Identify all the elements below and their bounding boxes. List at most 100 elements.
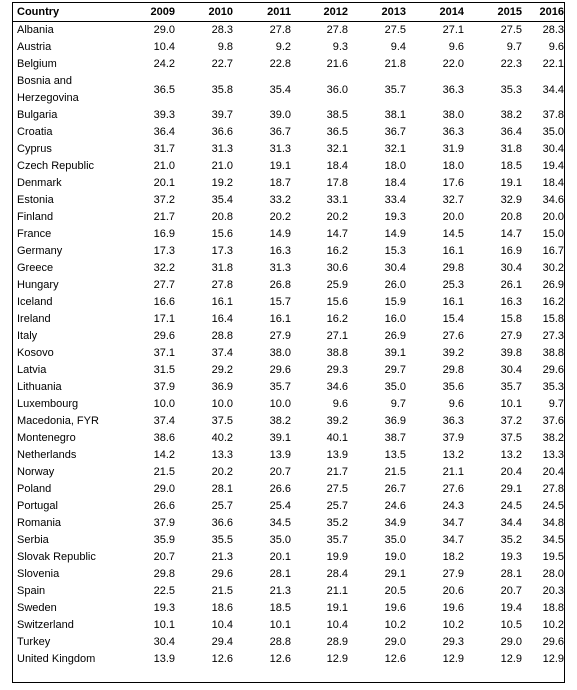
value-cell-2010: 21.5 xyxy=(211,585,233,597)
value-cell-2011: 29.6 xyxy=(269,364,291,376)
value-cell-2010: 21.0 xyxy=(211,160,233,172)
value-cell-2015: 10.5 xyxy=(500,619,522,631)
value-cell-2012: 14.7 xyxy=(326,228,348,240)
value-cell-2014: 34.7 xyxy=(442,534,464,546)
value-cell-2010: 40.2 xyxy=(211,432,233,444)
value-cell-2009: 22.5 xyxy=(153,585,175,597)
value-cell-2011: 13.9 xyxy=(269,449,291,461)
value-cell-2013: 29.7 xyxy=(384,364,406,376)
value-cell-2013: 18.0 xyxy=(384,160,406,172)
value-cell-2011: 26.6 xyxy=(269,483,291,495)
value-cell-2010: 28.8 xyxy=(211,330,233,342)
country-name-cell: Portugal xyxy=(17,500,58,512)
country-name-cell: Latvia xyxy=(17,364,47,376)
value-cell-2013: 26.9 xyxy=(384,330,406,342)
value-cell-2010: 20.8 xyxy=(211,211,233,223)
value-cell-2015: 9.7 xyxy=(506,41,522,53)
value-cell-2013: 10.2 xyxy=(384,619,406,631)
value-cell-2009: 29.0 xyxy=(153,24,175,36)
value-cell-2010: 36.6 xyxy=(211,517,233,529)
value-cell-2012: 21.6 xyxy=(326,58,348,70)
country-name-cell: Romania xyxy=(17,517,62,529)
column-header-2011: 2011 xyxy=(235,3,293,22)
value-cell-2015: 35.7 xyxy=(500,381,522,393)
value-cell-2010: 9.8 xyxy=(217,41,233,53)
value-cell-2014: 27.6 xyxy=(442,330,464,342)
value-cell-2009: 21.0 xyxy=(153,160,175,172)
value-cell-2015: 38.2 xyxy=(500,109,522,121)
value-cell-2012: 9.6 xyxy=(332,398,348,410)
table-row: United Kingdom 13.9 12.6 12.6 12.9 12.6 12.9 12… xyxy=(13,651,564,668)
value-cell-2014: 20.0 xyxy=(442,211,464,223)
value-cell-2014: 36.3 xyxy=(442,83,464,96)
value-cell-2014: 18.0 xyxy=(442,160,464,172)
value-cell-2009: 37.9 xyxy=(153,381,175,393)
value-cell-2014: 29.8 xyxy=(442,262,464,274)
value-cell-2015: 30.4 xyxy=(500,364,522,376)
value-cell-2013: 15.3 xyxy=(384,245,406,257)
value-cell-2013: 13.5 xyxy=(384,449,406,461)
value-cell-2011: 31.3 xyxy=(269,143,291,155)
country-name-cell: Montenegro xyxy=(17,432,76,444)
value-cell-2012: 28.4 xyxy=(326,568,348,580)
value-cell-2010: 13.3 xyxy=(211,449,233,461)
value-cell-2015: 10.1 xyxy=(500,398,522,410)
value-cell-2011: 16.3 xyxy=(269,245,291,257)
value-cell-2015: 20.8 xyxy=(500,211,522,223)
value-cell-2011: 22.8 xyxy=(269,58,291,70)
value-cell-2012: 25.9 xyxy=(326,279,348,291)
value-cell-2016: 12.9 xyxy=(542,653,564,665)
value-cell-2010: 10.4 xyxy=(211,619,233,631)
value-cell-2011: 10.1 xyxy=(269,619,291,631)
value-cell-2016: 15.0 xyxy=(542,228,564,240)
value-cell-2011: 39.1 xyxy=(269,432,291,444)
value-cell-2010: 31.8 xyxy=(211,262,233,274)
value-cell-2013: 21.8 xyxy=(384,58,406,70)
value-cell-2011: 35.4 xyxy=(269,83,291,96)
value-cell-2012: 13.9 xyxy=(326,449,348,461)
table-row: Estonia 37.2 35.4 33.2 33.1 33.4 32.7 32.9 34.6 xyxy=(13,192,564,209)
value-cell-2009: 16.6 xyxy=(153,296,175,308)
country-name-cell: Ireland xyxy=(17,313,51,325)
value-cell-2014: 38.0 xyxy=(442,109,464,121)
value-cell-2011: 19.1 xyxy=(269,160,291,172)
value-cell-2009: 10.0 xyxy=(153,398,175,410)
table-row: Norway 21.5 20.2 20.7 21.7 21.5 21.1 20.4 20.4 xyxy=(13,464,564,481)
value-cell-2015: 24.5 xyxy=(500,500,522,512)
value-cell-2015: 19.1 xyxy=(500,177,522,189)
country-name-cell: Estonia xyxy=(17,194,54,206)
value-cell-2014: 9.6 xyxy=(448,41,464,53)
table-row: Denmark 20.1 19.2 18.7 17.8 18.4 17.6 19.1 18.4 xyxy=(13,175,564,192)
table-row: Greece 32.2 31.8 31.3 30.6 30.4 29.8 30.4 30.2 xyxy=(13,260,564,277)
value-cell-2015: 29.1 xyxy=(500,483,522,495)
value-cell-2016: 18.8 xyxy=(542,602,564,614)
value-cell-2016: 10.2 xyxy=(542,619,564,631)
value-cell-2014: 14.5 xyxy=(442,228,464,240)
value-cell-2010: 35.5 xyxy=(211,534,233,546)
value-cell-2015: 20.7 xyxy=(500,585,522,597)
table-row: Cyprus 31.7 31.3 31.3 32.1 32.1 31.9 31.8 30.4 xyxy=(13,141,564,158)
value-cell-2012: 38.5 xyxy=(326,109,348,121)
value-cell-2014: 32.7 xyxy=(442,194,464,206)
value-cell-2016: 19.4 xyxy=(542,160,564,172)
value-cell-2014: 19.6 xyxy=(442,602,464,614)
value-cell-2013: 36.7 xyxy=(384,126,406,138)
value-cell-2012: 39.2 xyxy=(326,415,348,427)
value-cell-2011: 38.0 xyxy=(269,347,291,359)
value-cell-2012: 21.7 xyxy=(326,466,348,478)
table-row: Finland 21.7 20.8 20.2 20.2 19.3 20.0 20.8 20.0 xyxy=(13,209,564,226)
value-cell-2013: 9.4 xyxy=(390,41,406,53)
table-row: Sweden 19.3 18.6 18.5 19.1 19.6 19.6 19.4 18.8 xyxy=(13,600,564,617)
value-cell-2014: 22.0 xyxy=(442,58,464,70)
value-cell-2011: 15.7 xyxy=(269,296,291,308)
value-cell-2015: 19.3 xyxy=(500,551,522,563)
value-cell-2015: 19.4 xyxy=(500,602,522,614)
value-cell-2013: 30.4 xyxy=(384,262,406,274)
value-cell-2014: 36.3 xyxy=(442,126,464,138)
value-cell-2015: 12.9 xyxy=(500,653,522,665)
value-cell-2016: 34.5 xyxy=(542,534,564,546)
value-cell-2014: 9.6 xyxy=(448,398,464,410)
value-cell-2011: 35.7 xyxy=(269,381,291,393)
country-name-cell: Czech Republic xyxy=(17,160,95,172)
value-cell-2011: 27.9 xyxy=(269,330,291,342)
